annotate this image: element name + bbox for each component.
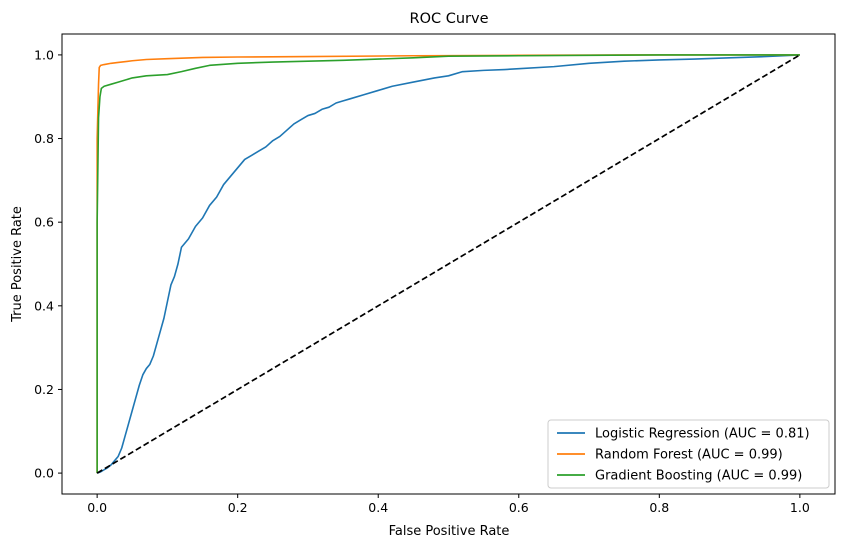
x-tick-label: 0.0 — [87, 500, 107, 515]
y-tick-label: 0.8 — [34, 131, 54, 146]
y-tick-label: 0.0 — [34, 466, 54, 481]
series-line-2 — [96, 54, 800, 474]
legend-entry: Logistic Regression (AUC = 0.81) — [595, 427, 810, 442]
y-tick-label: 0.4 — [34, 298, 54, 313]
y-axis-label: True Positive Rate — [10, 206, 25, 323]
x-tick-label: 0.4 — [368, 500, 388, 515]
plot-area — [61, 33, 836, 495]
y-axis-ticks: 0.0 0.2 0.4 0.6 0.8 1.0 — [34, 47, 62, 481]
y-tick-label: 1.0 — [34, 47, 54, 62]
x-axis-ticks: 0.0 0.2 0.4 0.6 0.8 1.0 — [87, 494, 810, 515]
legend-entry: Gradient Boosting (AUC = 0.99) — [595, 469, 802, 484]
legend-entry: Random Forest (AUC = 0.99) — [595, 448, 783, 463]
legend: Logistic Regression (AUC = 0.81) Random F… — [547, 419, 830, 489]
x-axis-label: False Positive Rate — [389, 524, 510, 539]
y-tick-label: 0.6 — [34, 215, 54, 230]
x-tick-label: 0.6 — [509, 500, 529, 515]
series-line-1 — [96, 54, 800, 474]
plot-frame — [61, 33, 836, 495]
series-line-0 — [96, 54, 800, 474]
x-tick-label: 0.2 — [228, 500, 248, 515]
x-tick-label: 1.0 — [790, 500, 810, 515]
chart-title: ROC Curve — [410, 11, 489, 27]
chance-diagonal-line — [96, 54, 801, 474]
legend-box — [547, 419, 830, 489]
x-tick-label: 0.8 — [649, 500, 669, 515]
y-tick-label: 0.2 — [34, 382, 54, 397]
